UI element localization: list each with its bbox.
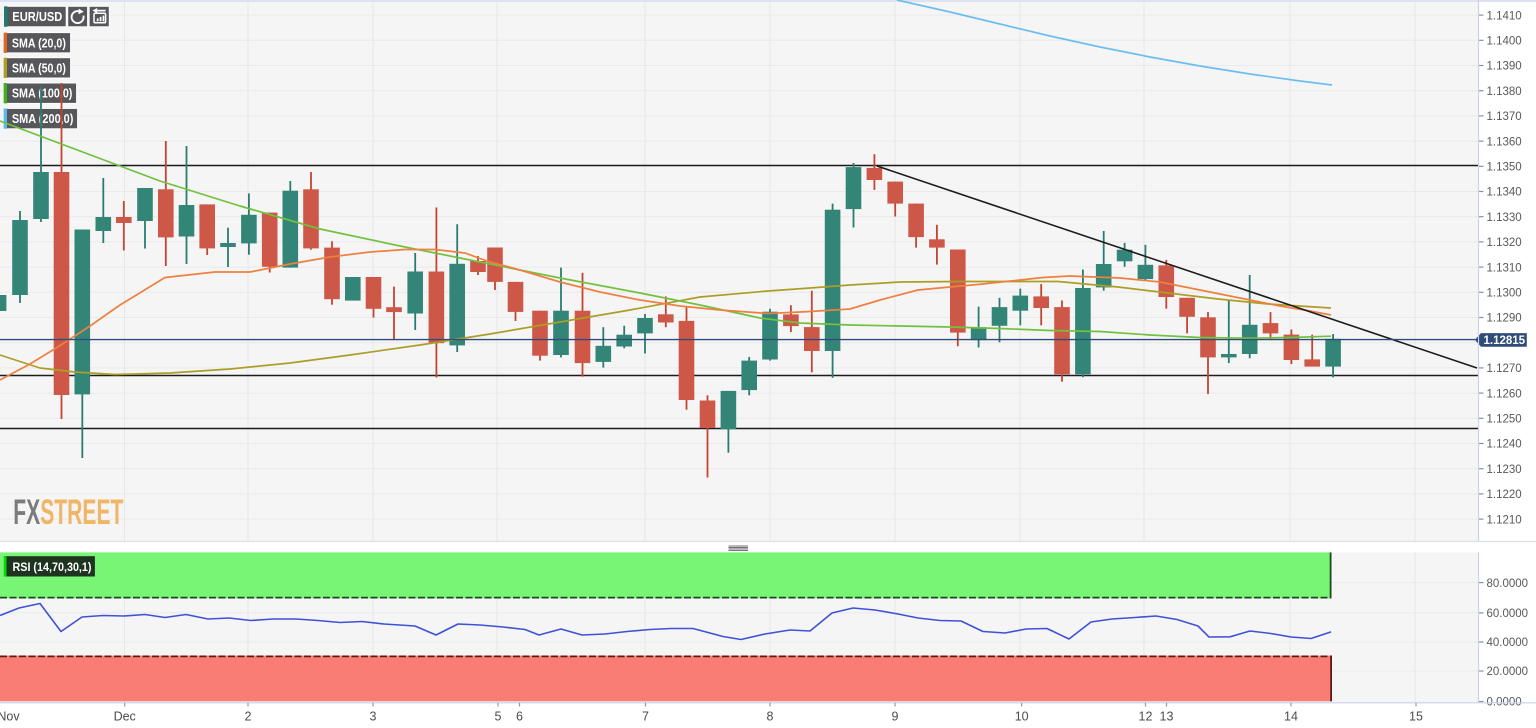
svg-text:9: 9 xyxy=(892,710,899,724)
svg-text:60.0000: 60.0000 xyxy=(1487,608,1529,620)
svg-text:15: 15 xyxy=(1409,710,1423,724)
svg-text:FXSTREET: FXSTREET xyxy=(13,494,123,533)
svg-text:1.1380: 1.1380 xyxy=(1487,86,1522,98)
svg-text:1.1270: 1.1270 xyxy=(1487,363,1522,375)
svg-text:1.1290: 1.1290 xyxy=(1487,313,1522,325)
svg-text:EUR/USD: EUR/USD xyxy=(12,10,62,24)
svg-text:1.1250: 1.1250 xyxy=(1487,414,1522,426)
svg-text:40.0000: 40.0000 xyxy=(1487,637,1529,649)
svg-text:1.1370: 1.1370 xyxy=(1487,111,1522,123)
svg-text:1.1310: 1.1310 xyxy=(1487,262,1522,274)
svg-text:3: 3 xyxy=(370,710,377,724)
svg-text:1.1300: 1.1300 xyxy=(1487,288,1522,300)
svg-text:RSI (14,70,30,1): RSI (14,70,30,1) xyxy=(13,562,92,574)
svg-text:1.1240: 1.1240 xyxy=(1487,439,1522,451)
svg-text:Dec: Dec xyxy=(114,710,136,724)
svg-text:1.1210: 1.1210 xyxy=(1487,514,1522,526)
svg-text:5: 5 xyxy=(495,710,502,724)
svg-text:14: 14 xyxy=(1284,710,1298,724)
svg-text:20.0000: 20.0000 xyxy=(1487,666,1529,678)
svg-text:13: 13 xyxy=(1160,710,1174,724)
svg-text:1.1340: 1.1340 xyxy=(1487,187,1522,199)
svg-text:1.1260: 1.1260 xyxy=(1487,388,1522,400)
svg-text:2: 2 xyxy=(245,710,252,724)
svg-text:1.1400: 1.1400 xyxy=(1487,36,1522,48)
svg-text:1.1360: 1.1360 xyxy=(1487,136,1522,148)
svg-text:SMA (20,0): SMA (20,0) xyxy=(12,36,66,50)
svg-text:80.0000: 80.0000 xyxy=(1487,578,1529,590)
svg-text:6: 6 xyxy=(516,710,523,724)
svg-text:SMA (50,0): SMA (50,0) xyxy=(12,61,66,75)
svg-text:1.1350: 1.1350 xyxy=(1487,162,1522,174)
svg-text:1.1220: 1.1220 xyxy=(1487,489,1522,501)
svg-text:1.1320: 1.1320 xyxy=(1487,237,1522,249)
svg-text:1.1410: 1.1410 xyxy=(1487,10,1522,22)
svg-text:SMA (200,0): SMA (200,0) xyxy=(12,112,74,126)
svg-text:12: 12 xyxy=(1139,710,1153,724)
svg-text:1.1330: 1.1330 xyxy=(1487,212,1522,224)
svg-text:1.1230: 1.1230 xyxy=(1487,464,1522,476)
svg-text:1.1390: 1.1390 xyxy=(1487,61,1522,73)
svg-text:SMA (100,0): SMA (100,0) xyxy=(12,87,73,101)
svg-text:8: 8 xyxy=(767,710,774,724)
svg-text:10: 10 xyxy=(1015,710,1029,724)
svg-text:7: 7 xyxy=(642,710,649,724)
svg-text:1.12815: 1.12815 xyxy=(1484,335,1526,347)
svg-text:Nov: Nov xyxy=(0,710,20,724)
